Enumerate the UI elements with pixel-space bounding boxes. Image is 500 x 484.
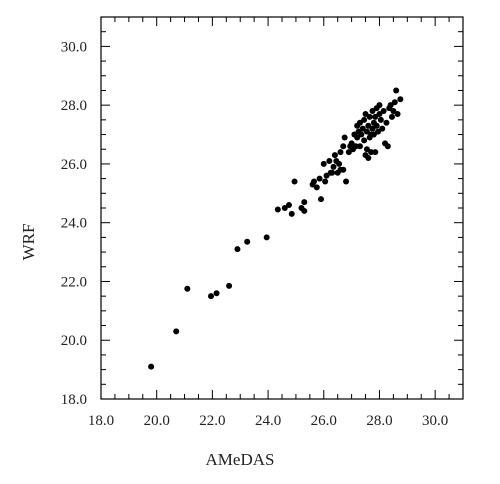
- data-point: [329, 169, 336, 176]
- x-axis-label: AMeDAS: [206, 450, 275, 469]
- data-point: [387, 102, 394, 109]
- data-point: [336, 160, 343, 167]
- data-point: [322, 178, 329, 185]
- data-point: [301, 199, 308, 206]
- data-point: [311, 178, 318, 185]
- y-tick-label: 18.0: [61, 392, 87, 408]
- data-point: [390, 108, 397, 115]
- data-point: [358, 131, 365, 138]
- data-point: [173, 328, 180, 335]
- data-point: [343, 178, 350, 185]
- data-point: [377, 116, 384, 123]
- data-point: [359, 125, 366, 132]
- data-point: [372, 113, 379, 120]
- data-point: [363, 146, 370, 153]
- data-point: [244, 238, 251, 245]
- data-point: [383, 119, 390, 126]
- data-point: [326, 157, 333, 164]
- data-point: [384, 143, 391, 150]
- data-point: [313, 184, 320, 191]
- data-point: [340, 143, 347, 150]
- data-point: [316, 175, 323, 182]
- axis-ticks: [100, 16, 464, 400]
- x-tick-label: 26.0: [311, 413, 337, 429]
- data-point: [361, 137, 368, 144]
- data-point: [375, 128, 382, 135]
- data-point: [394, 110, 401, 117]
- data-point: [376, 102, 383, 109]
- data-point: [356, 119, 363, 126]
- data-point: [354, 134, 361, 141]
- y-tick-label: 22.0: [61, 274, 87, 290]
- data-point: [340, 166, 347, 173]
- data-point: [226, 282, 233, 289]
- axis-tick-labels: 18.0 20.0 22.0 24.0 26.0 28.0 30.0 18.0 20.0 22.0…: [61, 39, 449, 429]
- data-point: [356, 143, 363, 150]
- data-point: [331, 152, 338, 159]
- data-point: [348, 140, 355, 147]
- data-point: [369, 108, 376, 115]
- data-point: [330, 163, 337, 170]
- data-point: [288, 210, 295, 217]
- data-point: [234, 246, 241, 253]
- data-point: [363, 128, 370, 135]
- y-tick-label: 20.0: [61, 333, 87, 349]
- data-point: [263, 234, 270, 241]
- x-tick-label: 20.0: [144, 413, 170, 429]
- data-point: [337, 149, 344, 156]
- x-tick-label: 18.0: [88, 413, 114, 429]
- data-point: [376, 110, 383, 117]
- data-point: [388, 113, 395, 120]
- data-point: [207, 293, 214, 300]
- data-point: [213, 290, 220, 297]
- data-point: [397, 96, 404, 103]
- x-tick-label: 22.0: [199, 413, 225, 429]
- data-point: [352, 143, 359, 150]
- data-point: [370, 131, 377, 138]
- x-tick-label: 28.0: [366, 413, 392, 429]
- data-point: [148, 363, 155, 370]
- data-point: [301, 207, 308, 214]
- data-point: [380, 108, 387, 115]
- data-point: [373, 122, 380, 129]
- data-point: [274, 206, 281, 213]
- data-point: [393, 87, 400, 94]
- x-tick-label: 30.0: [422, 413, 448, 429]
- data-point: [281, 205, 288, 211]
- data-point: [320, 160, 327, 167]
- data-point: [379, 125, 386, 132]
- data-point: [361, 116, 368, 123]
- data-point: [365, 122, 372, 129]
- data-point: [365, 155, 372, 162]
- data-point: [372, 149, 379, 156]
- data-point: [285, 202, 292, 209]
- y-tick-label: 28.0: [61, 98, 87, 114]
- x-tick-label: 24.0: [255, 413, 281, 429]
- data-point: [341, 134, 348, 141]
- data-point: [317, 196, 324, 203]
- data-point: [391, 99, 398, 106]
- data-point: [369, 125, 376, 132]
- data-point: [345, 149, 352, 156]
- data-point: [184, 285, 191, 292]
- data-point: [362, 110, 369, 117]
- y-tick-label: 24.0: [61, 216, 87, 232]
- y-axis-label: WRF: [19, 224, 38, 261]
- data-point: [366, 113, 373, 120]
- data-points: [148, 87, 404, 370]
- data-point: [368, 149, 375, 156]
- data-point: [323, 172, 330, 179]
- data-point: [291, 178, 298, 185]
- y-tick-label: 30.0: [61, 39, 87, 55]
- y-tick-label: 26.0: [61, 157, 87, 173]
